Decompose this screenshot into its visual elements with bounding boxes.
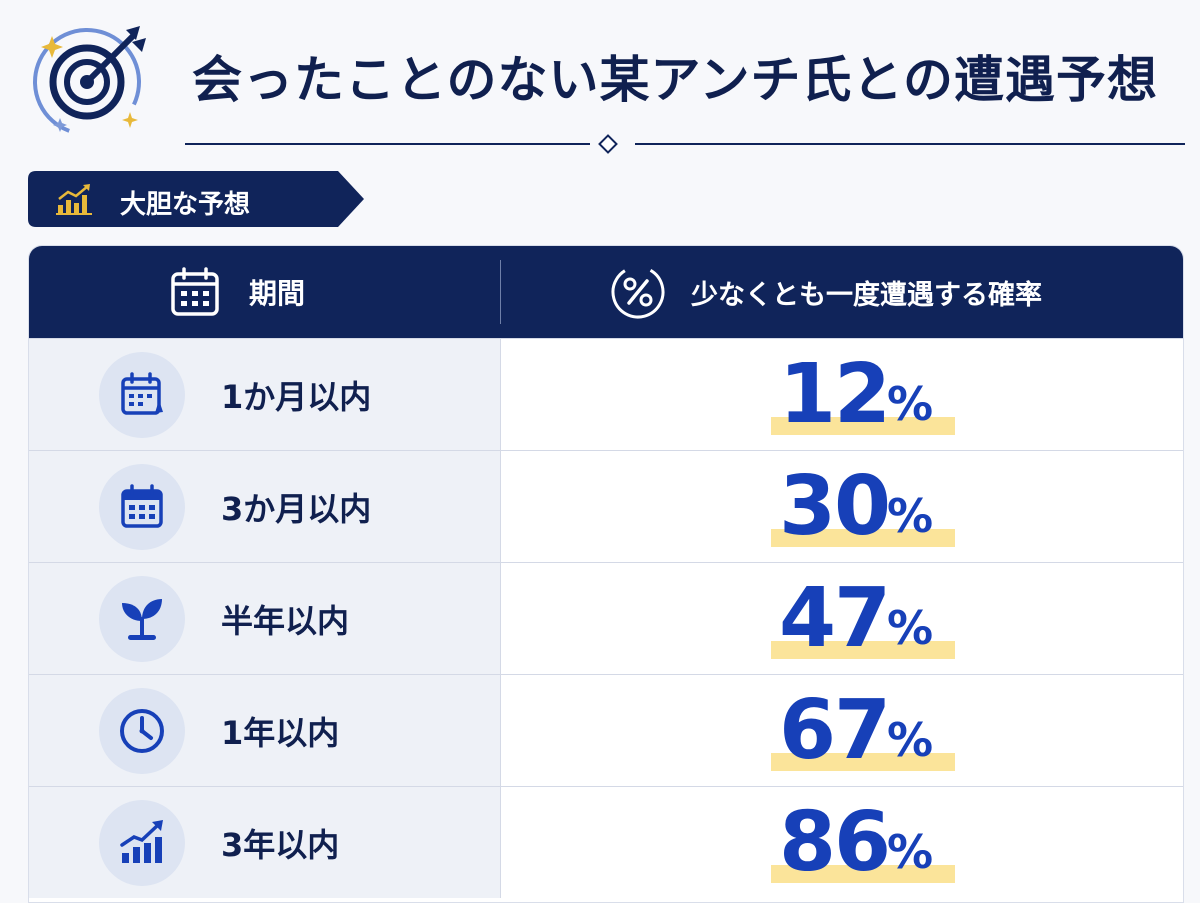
probability-number: 47 (779, 571, 891, 666)
period-cell: 半年以内 (29, 563, 501, 674)
table-row: 3か月以内 30 % (29, 450, 1183, 562)
clock-icon (120, 709, 164, 753)
target-arrow-icon (33, 26, 146, 136)
period-label: 3年以内 (221, 826, 340, 864)
probability-table: 期間 少なくとも一度遭遇する確率 (28, 245, 1184, 903)
percent-circle-icon (611, 265, 665, 319)
probability-cell: 47 % (501, 563, 1183, 674)
probability-value: 86 % (771, 795, 971, 891)
period-cell: 1年以内 (29, 675, 501, 786)
calendar-grid-icon (121, 484, 163, 528)
header-period: 期間 (169, 264, 305, 320)
row-icon-bg (99, 800, 185, 886)
period-cell: 1か月以内 (29, 339, 501, 450)
row-icon-bg (99, 688, 185, 774)
title-divider (185, 134, 1185, 154)
table-header: 期間 少なくとも一度遭遇する確率 (29, 246, 1183, 338)
probability-number: 30 (779, 459, 891, 554)
table-row: 半年以内 47 % (29, 562, 1183, 674)
header-probability: 少なくとも一度遭遇する確率 (609, 262, 1042, 322)
column-header-probability: 少なくとも一度遭遇する確率 (691, 279, 1042, 311)
percent-sign: % (887, 601, 934, 655)
page-title: 会ったことのない某アンチ氏との遭遇予想 (192, 51, 1158, 109)
calendar-icon (171, 267, 219, 316)
probability-cell: 67 % (501, 675, 1183, 786)
probability-value: 67 % (771, 683, 971, 779)
probability-number: 67 (779, 683, 891, 778)
period-cell: 3年以内 (29, 787, 501, 898)
percent-sign: % (887, 377, 934, 431)
probability-number: 12 (779, 347, 891, 442)
table-row: 3年以内 86 % (29, 786, 1183, 898)
section-label: 大胆な予想 (120, 190, 251, 220)
percent-sign: % (887, 825, 934, 879)
sprout-icon (122, 599, 162, 640)
growth-chart-icon (120, 820, 163, 863)
row-icon-bg (99, 464, 185, 550)
column-header-period: 期間 (249, 277, 306, 310)
period-label: 1年以内 (221, 714, 340, 752)
section-tag: 大胆な予想 (28, 171, 366, 227)
period-label: 半年以内 (221, 602, 350, 640)
probability-cell: 86 % (501, 787, 1183, 898)
table-row: 1年以内 67 % (29, 674, 1183, 786)
probability-cell: 30 % (501, 451, 1183, 562)
probability-value: 30 % (771, 459, 971, 555)
percent-sign: % (887, 713, 934, 767)
probability-cell: 12 % (501, 339, 1183, 450)
section-tag-background (28, 171, 364, 227)
calendar-icon (121, 372, 163, 415)
probability-value: 47 % (771, 571, 971, 667)
value-highlight (771, 865, 955, 883)
table-row: 1か月以内 12 % (29, 338, 1183, 450)
value-highlight (771, 529, 955, 547)
bar-chart-icon (56, 184, 92, 215)
value-highlight (771, 753, 955, 771)
row-icon-bg (99, 576, 185, 662)
header-divider (500, 260, 501, 324)
period-label: 3か月以内 (221, 490, 372, 528)
row-icon-bg (99, 352, 185, 438)
value-highlight (771, 641, 955, 659)
probability-number: 86 (779, 795, 891, 890)
percent-sign: % (887, 489, 934, 543)
value-highlight (771, 417, 955, 435)
period-cell: 3か月以内 (29, 451, 501, 562)
period-label: 1か月以内 (221, 378, 372, 416)
probability-value: 12 % (771, 347, 971, 443)
